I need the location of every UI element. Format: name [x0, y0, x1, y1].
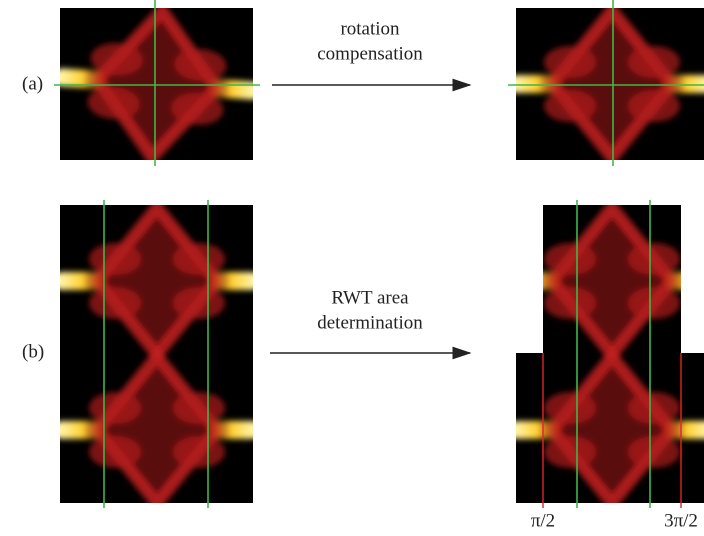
- page: (a) rotation compensation (b) RWT area d…: [0, 0, 704, 536]
- arrow-text: compensation: [317, 43, 423, 64]
- arrow-text: RWT area: [331, 287, 409, 308]
- panel-label: (b): [22, 341, 44, 362]
- tick-label: π/2: [531, 510, 555, 531]
- panel-label: (a): [22, 73, 43, 94]
- tick-label: 3π/2: [664, 510, 698, 531]
- arrow-text: rotation: [340, 18, 400, 39]
- figure: (a) rotation compensation (b) RWT area d…: [0, 0, 704, 536]
- arrow-text: determination: [317, 312, 423, 333]
